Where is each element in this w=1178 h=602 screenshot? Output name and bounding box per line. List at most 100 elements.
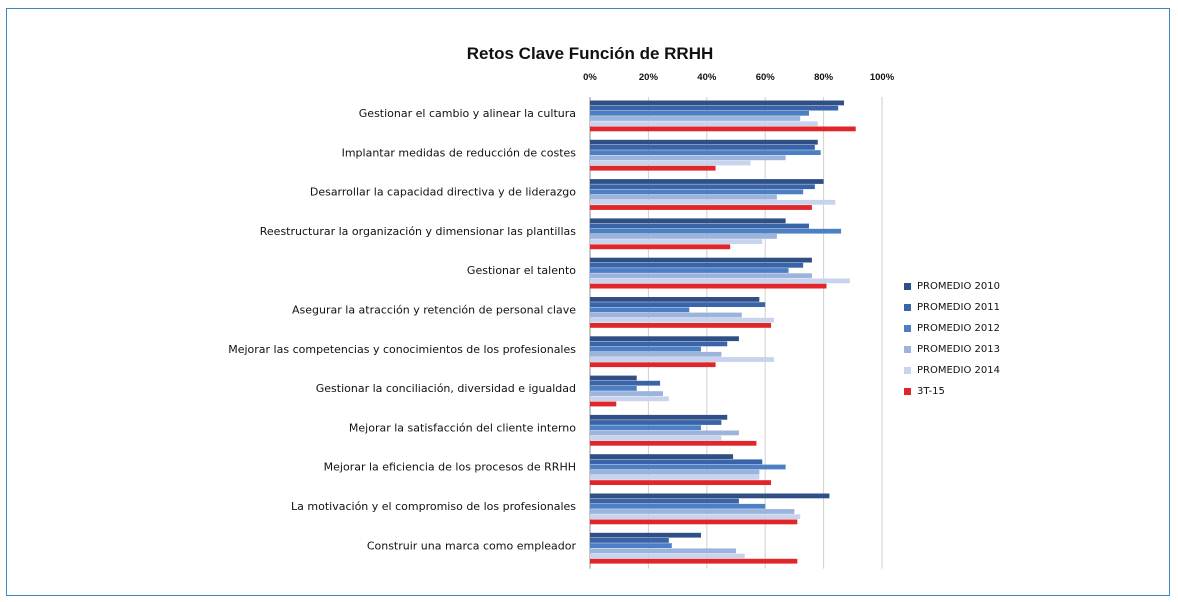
legend-item: PROMEDIO 2013 [904,339,1000,360]
bar [590,391,663,396]
legend-label: PROMEDIO 2011 [917,302,1000,313]
category-label: Desarrollar la capacidad directiva y de … [310,186,576,199]
bar [590,239,763,244]
legend-swatch [904,304,911,311]
bar [590,346,701,352]
bar [590,493,830,499]
bar [590,401,617,407]
bar [590,396,669,402]
bar [590,145,815,150]
x-tick-label: 100% [870,72,895,83]
bar [590,194,777,200]
bar [590,514,801,520]
bar [590,283,827,289]
legend-label: PROMEDIO 2013 [917,344,1000,355]
category-label: Implantar medidas de reducción de costes [342,146,577,159]
bar [590,519,798,525]
bar [590,160,751,166]
category-label: Mejorar la eficiencia de los procesos de… [324,461,576,474]
bar [590,375,637,381]
bar [590,459,763,465]
chart-frame [6,8,1170,596]
bar [590,469,760,475]
bar [590,228,842,234]
category-label: Gestionar el cambio y alinear la cultura [359,107,576,120]
bar [590,110,809,116]
bar [590,454,734,459]
x-tick-label: 60% [756,72,776,83]
bar [590,336,739,342]
legend-swatch [904,367,911,374]
bar [590,553,745,559]
bar [590,100,845,106]
bar [590,548,736,554]
legend-label: PROMEDIO 2014 [917,365,1000,376]
category-label: Construir una marca como empleador [367,539,577,552]
bar [590,503,766,509]
bar [590,121,818,127]
x-tick-label: 80% [814,72,834,83]
bar [590,435,722,441]
bar [590,538,669,543]
legend-swatch [904,325,911,332]
bar [590,205,812,210]
chart-legend: PROMEDIO 2010 PROMEDIO 2011 PROMEDIO 2012 P… [904,276,1000,402]
bar [590,430,739,436]
bar [590,150,821,155]
bar [590,351,722,357]
chart-title: Retos Clave Función de RRHH [466,44,714,63]
category-label: Mejorar las competencias y conocimientos… [228,343,576,356]
x-tick-label: 20% [639,72,659,83]
bar [590,362,716,368]
bar [590,425,701,431]
category-label: Gestionar el talento [467,264,576,277]
bar [590,414,728,420]
legend-item: PROMEDIO 2014 [904,360,1000,381]
bar [590,105,839,111]
legend-item: PROMEDIO 2012 [904,318,1000,339]
legend-item: 3T-15 [904,381,1000,402]
bar [590,184,815,190]
bar [590,218,786,224]
bar [590,262,804,268]
category-label: Gestionar la conciliación, diversidad e … [316,382,576,395]
bar [590,234,777,239]
category-label: La motivación y el compromiso de los pro… [291,500,576,513]
bar [590,189,804,195]
bar [590,278,850,284]
legend-label: PROMEDIO 2012 [917,323,1000,334]
bar [590,498,739,504]
bar [590,116,801,121]
legend-item: PROMEDIO 2011 [904,297,1000,318]
category-label: Asegurar la atracción y retención de per… [292,304,576,317]
bar [590,341,728,347]
bar [590,268,789,273]
category-label: Reestructurar la organización y dimensio… [260,225,577,238]
category-label: Mejorar la satisfacción del cliente inte… [349,421,576,434]
bar [590,165,716,171]
bar [590,323,772,328]
bar [590,244,731,250]
legend-swatch [904,388,911,395]
bar [590,317,774,323]
bar [590,532,701,538]
bar [590,223,809,229]
bar [590,297,760,302]
bar [590,307,690,313]
bar [590,357,774,362]
bar [590,380,661,386]
bar [590,475,760,480]
legend-swatch [904,346,911,353]
legend-label: 3T-15 [917,386,945,397]
bar [590,386,637,391]
bar [590,312,742,318]
bar [590,420,722,425]
bar [590,273,812,279]
bar [590,509,795,514]
bar [590,155,786,161]
x-tick-label: 40% [697,72,717,83]
bar [590,440,757,446]
bar [590,480,772,485]
bar [590,302,766,307]
